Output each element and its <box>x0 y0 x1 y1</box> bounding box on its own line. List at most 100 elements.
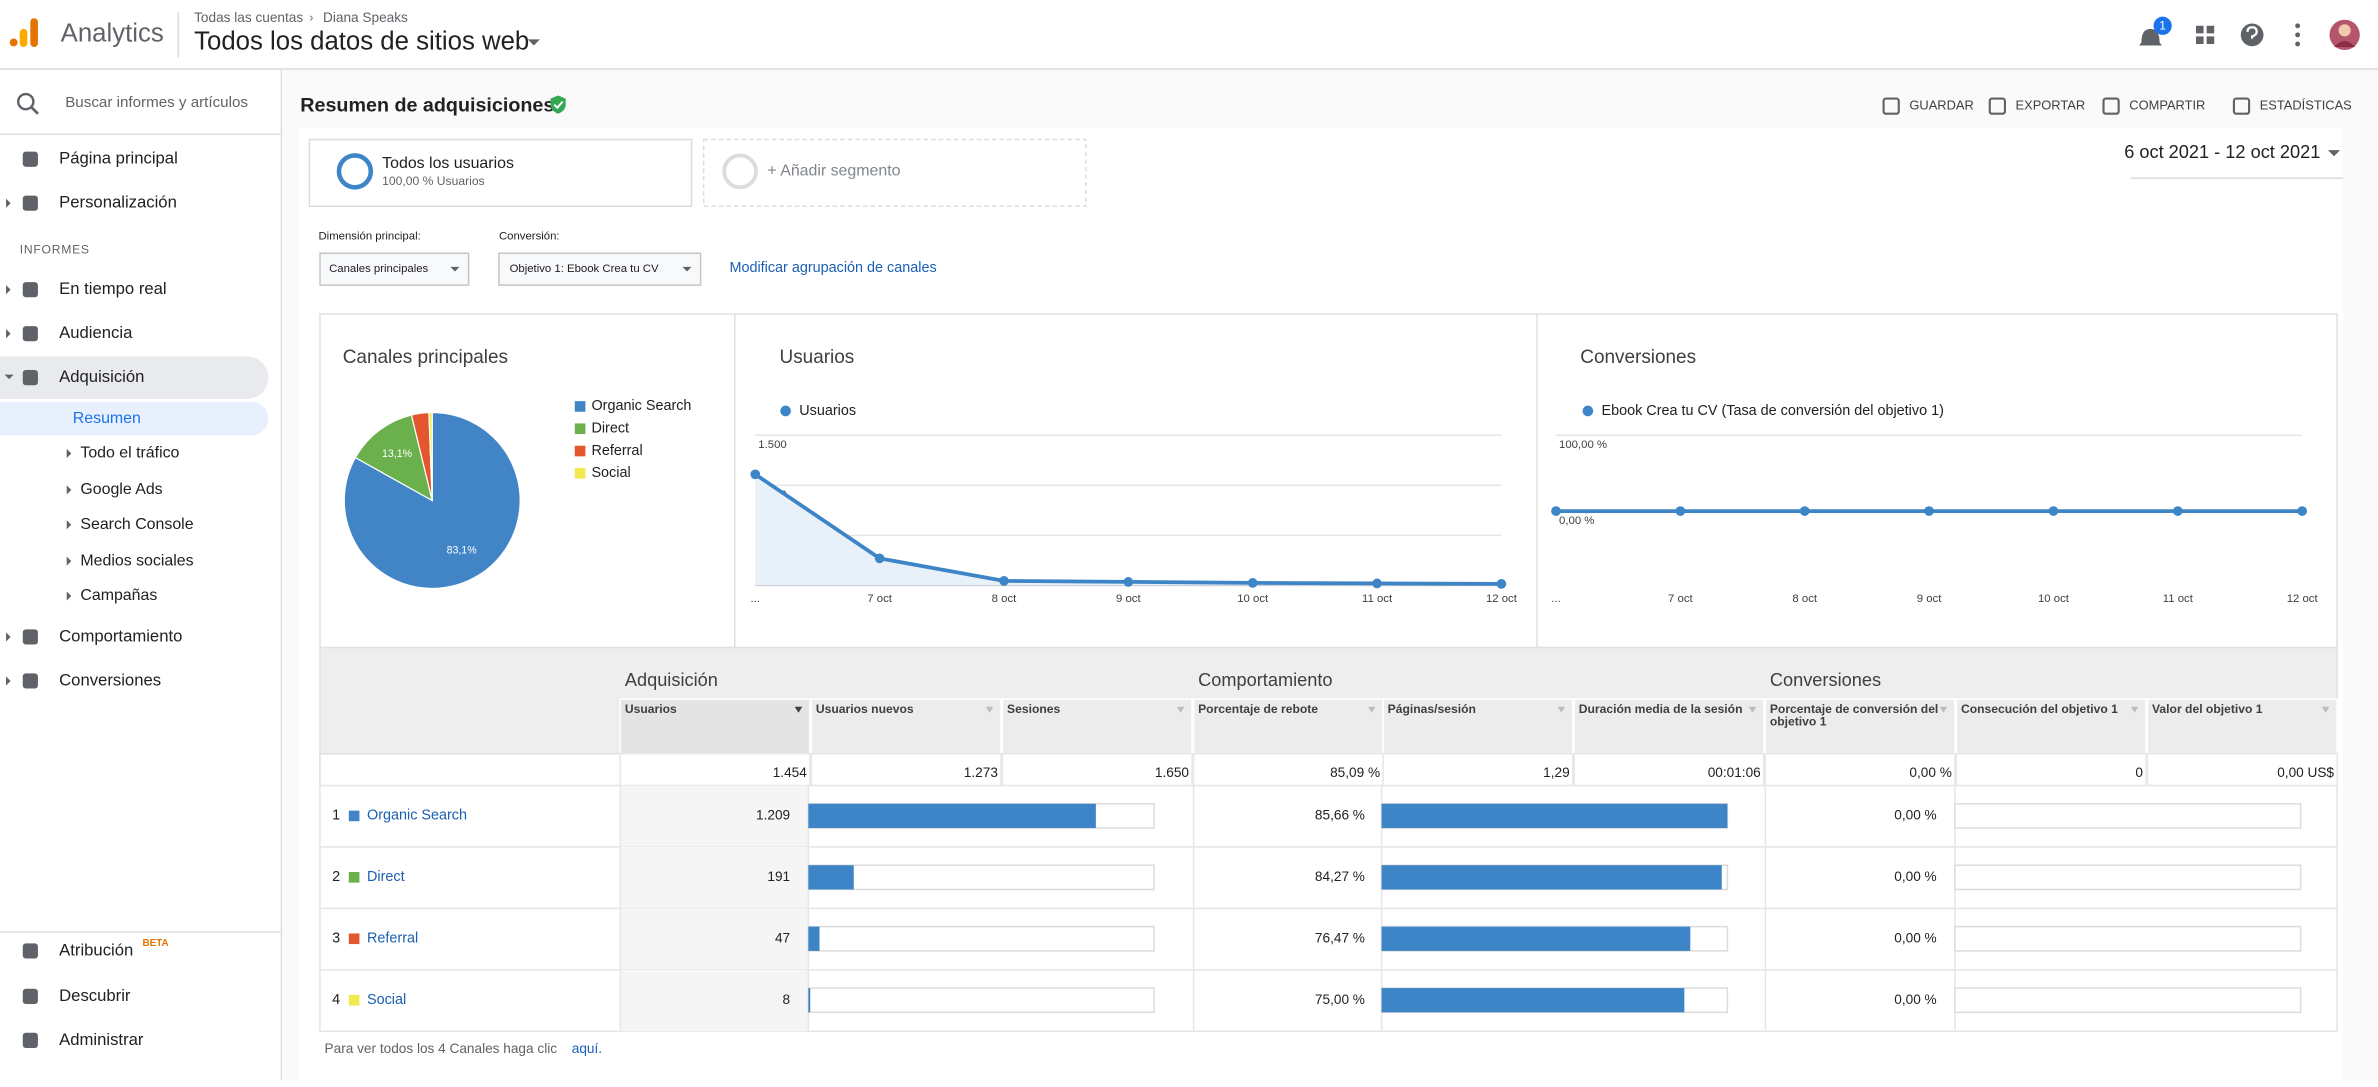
total-value: 1.650 <box>1155 765 1190 780</box>
nav-icon <box>22 629 38 645</box>
nav-item[interactable]: Audiencia <box>59 323 133 342</box>
bar-track <box>807 925 1155 952</box>
column-title[interactable]: Porcentaje de rebote <box>1198 702 1318 716</box>
notification-count: 1 <box>2159 19 2166 33</box>
search-box[interactable]: Buscar informes y artículos <box>65 94 248 111</box>
nav-subitem[interactable]: Google Ads <box>80 481 162 498</box>
row-value: 47 <box>775 930 790 945</box>
date-range[interactable]: 6 oct 2021 - 12 oct 2021 <box>2124 142 2320 162</box>
sort-icon <box>2321 706 2330 713</box>
nav-subitem[interactable]: Resumen <box>73 410 141 427</box>
row-value: 0,00 % <box>1894 992 1936 1007</box>
total-cell <box>1955 752 2147 787</box>
x-tick-label: 7 oct <box>1668 593 1693 605</box>
apps-icon[interactable] <box>2196 25 2215 44</box>
nav-item[interactable]: Personalización <box>59 193 177 212</box>
column-title[interactable]: Consecución del objetivo 1 <box>1961 702 2118 716</box>
x-tick-label: ... <box>1551 593 1560 605</box>
conversion-label: Conversión: <box>499 231 560 243</box>
help-icon[interactable] <box>2240 23 2264 47</box>
row-swatch <box>348 872 360 883</box>
dimension-label: Dimensión principal: <box>318 231 420 243</box>
nav-item[interactable]: Conversiones <box>59 670 161 689</box>
nav-item[interactable]: Descubrir <box>59 986 131 1005</box>
nav-item[interactable]: Página principal <box>59 149 178 168</box>
bar-track <box>807 987 1155 1014</box>
breadcrumb[interactable]: Todas las cuentas <box>194 10 303 25</box>
nav-item[interactable]: Atribución <box>59 940 133 959</box>
table-group: Comportamiento <box>1198 670 1332 690</box>
legend-label: Ebook Crea tu CV (Tasa de conversión del… <box>1602 403 1944 419</box>
column-title[interactable]: Porcentaje de conversión del objetivo 1 <box>1770 702 1938 729</box>
nav-subitem[interactable]: Search Console <box>80 516 193 533</box>
row-channel[interactable]: Referral <box>367 931 418 947</box>
nav-item[interactable]: Adquisición <box>59 367 144 386</box>
legend-label: Usuarios <box>799 403 856 419</box>
property-selector[interactable]: Todos los datos de sitios web <box>194 27 529 55</box>
column-title[interactable]: Valor del objetivo 1 <box>2152 702 2263 716</box>
more-icon[interactable] <box>2295 23 2301 47</box>
nav-subitem[interactable]: Campañas <box>80 587 157 604</box>
link[interactable]: Modificar agrupación de canales <box>729 260 936 276</box>
expand-arrow <box>66 520 72 530</box>
nav-active <box>0 356 269 399</box>
total-value: 0,00 US$ <box>2277 765 2334 780</box>
legend-label: Direct <box>591 421 629 437</box>
column-header <box>1382 698 1574 755</box>
total-value: 0,00 % <box>1909 765 1951 780</box>
x-tick-label: 8 oct <box>992 593 1017 605</box>
nav-icon <box>22 370 38 386</box>
notifications[interactable] <box>2139 16 2172 46</box>
column-title[interactable]: Duración media de la sesión <box>1579 702 1743 716</box>
nav-icon <box>22 282 38 298</box>
column-title[interactable]: Páginas/sesión <box>1388 702 1476 716</box>
row-channel[interactable]: Organic Search <box>367 808 467 824</box>
column-title[interactable]: Usuarios <box>625 702 677 716</box>
breadcrumb[interactable]: Diana Speaks <box>323 10 408 25</box>
action-button[interactable]: ESTADÍSTICAS <box>2260 98 2352 113</box>
bar-track <box>1954 987 2302 1014</box>
action-button[interactable]: EXPORTAR <box>2016 98 2086 113</box>
row-rank: 3 <box>332 931 340 947</box>
row-value: 8 <box>783 992 791 1007</box>
divider <box>1536 313 1538 648</box>
bar-track <box>1954 925 2302 952</box>
dropdown[interactable] <box>498 252 702 286</box>
nav-icon <box>22 943 38 959</box>
column-title[interactable]: Sesiones <box>1007 702 1060 716</box>
nav-item[interactable]: Comportamiento <box>59 626 182 645</box>
row-value: 0,00 % <box>1894 930 1936 945</box>
row-channel[interactable]: Social <box>367 992 406 1008</box>
nav-subitem[interactable]: Medios sociales <box>80 552 193 569</box>
bar-track <box>807 864 1155 891</box>
x-tick-label: 10 oct <box>2038 593 2070 605</box>
y-tick-label: 1.500 <box>758 439 786 451</box>
row-channel[interactable]: Direct <box>367 869 405 885</box>
avatar[interactable] <box>2329 19 2360 51</box>
action-button[interactable]: COMPARTIR <box>2129 98 2205 113</box>
line-point <box>1799 506 1810 516</box>
bar-track <box>1954 864 2302 891</box>
caret <box>682 266 692 272</box>
date-underline <box>2130 177 2344 179</box>
beta-badge: BETA <box>143 938 169 949</box>
nav-subitem[interactable]: Todo el tráfico <box>80 445 179 462</box>
legend-label: Organic Search <box>591 398 691 414</box>
nav-item[interactable]: En tiempo real <box>59 279 167 298</box>
nav-item[interactable]: Administrar <box>59 1030 144 1049</box>
logo <box>9 18 38 48</box>
line-point <box>2297 506 2308 516</box>
expand-arrow <box>66 448 72 459</box>
column-title[interactable]: Usuarios nuevos <box>816 702 914 716</box>
dropdown[interactable] <box>319 252 470 286</box>
footer-link[interactable]: aquí. <box>572 1041 602 1056</box>
column-header <box>1764 698 1956 755</box>
total-value: 00:01:06 <box>1708 765 1761 780</box>
line-area <box>755 474 1502 586</box>
legend-swatch <box>574 401 586 412</box>
segment-ring <box>722 153 758 190</box>
add-segment[interactable] <box>702 138 1087 208</box>
segment-card[interactable] <box>308 138 693 208</box>
action-button[interactable]: GUARDAR <box>1909 98 1973 113</box>
